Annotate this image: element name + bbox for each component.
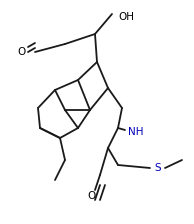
- Text: O: O: [88, 191, 96, 201]
- Text: NH: NH: [128, 127, 144, 137]
- Text: OH: OH: [118, 12, 134, 22]
- Text: S: S: [155, 163, 161, 173]
- Text: O: O: [18, 47, 26, 57]
